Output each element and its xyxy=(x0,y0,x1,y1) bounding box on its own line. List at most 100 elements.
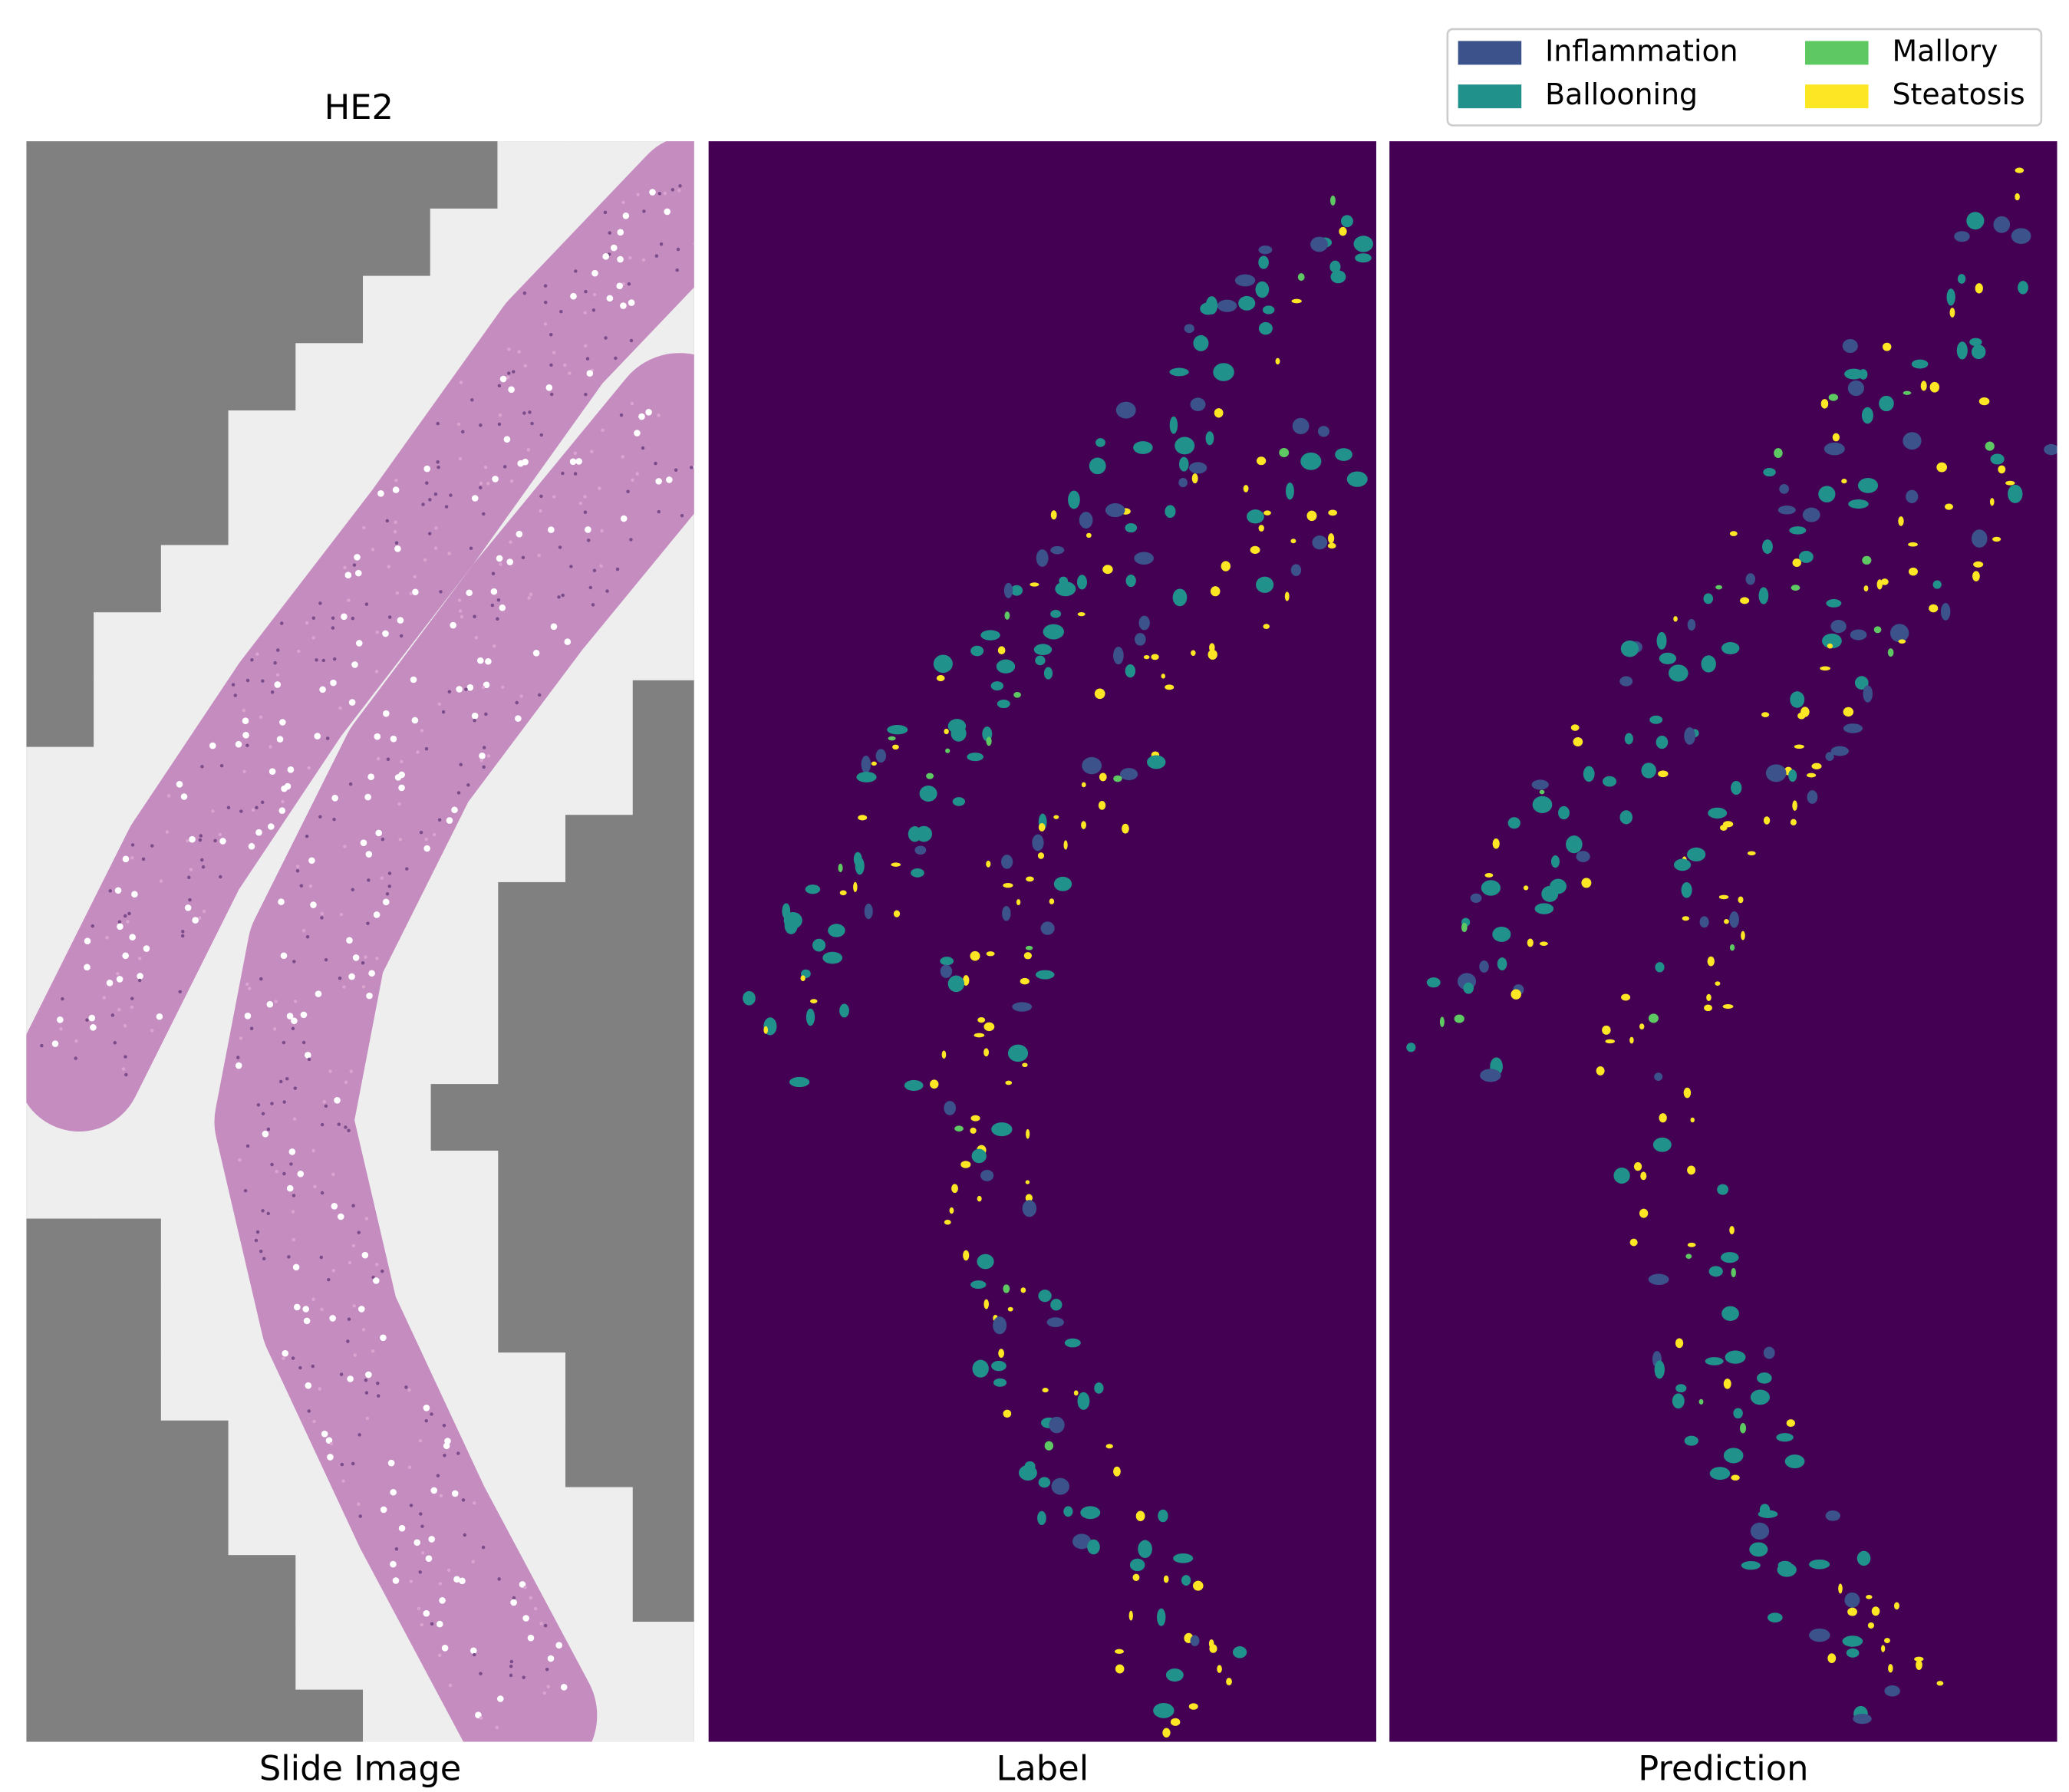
region xyxy=(1480,1069,1501,1082)
tissue-texture xyxy=(394,530,397,533)
region xyxy=(1868,1622,1874,1629)
region xyxy=(1862,407,1873,424)
region xyxy=(1659,653,1676,664)
region xyxy=(1130,1559,1145,1571)
region xyxy=(1024,952,1032,959)
tissue-texture xyxy=(439,1597,446,1604)
tissue-texture xyxy=(585,526,591,533)
region xyxy=(1625,733,1633,745)
region xyxy=(1973,562,1983,568)
tissue-texture xyxy=(332,1269,335,1272)
region xyxy=(1768,1612,1783,1622)
tissue-texture xyxy=(321,1431,328,1438)
region xyxy=(810,999,817,1003)
tissue-texture xyxy=(388,884,391,888)
tissue-texture xyxy=(353,954,360,961)
background-tile xyxy=(700,74,768,142)
region xyxy=(1936,463,1947,473)
region xyxy=(934,655,953,674)
tissue-texture xyxy=(657,510,661,513)
region xyxy=(1134,552,1154,564)
background-tile xyxy=(161,1285,229,1353)
tissue-texture xyxy=(203,910,206,913)
region xyxy=(2008,485,2022,503)
region xyxy=(1858,478,1878,493)
region xyxy=(2018,281,2028,294)
region xyxy=(1497,957,1507,970)
region xyxy=(871,762,877,766)
tissue-texture xyxy=(245,743,249,746)
region xyxy=(1032,834,1043,851)
tissue-texture xyxy=(366,993,373,1000)
tissue-texture xyxy=(115,887,122,894)
region xyxy=(1639,1023,1644,1029)
region xyxy=(1214,408,1224,417)
tissue-texture xyxy=(150,1029,153,1032)
tissue-texture xyxy=(359,1514,362,1517)
region xyxy=(1717,1184,1728,1195)
tissue-texture xyxy=(331,1173,334,1176)
tissue-texture xyxy=(423,1405,430,1412)
region xyxy=(1136,1511,1145,1521)
tissue-texture xyxy=(538,693,541,697)
tissue-texture xyxy=(338,977,341,980)
region xyxy=(1950,308,1955,318)
tissue-texture xyxy=(507,371,510,374)
region xyxy=(1571,724,1580,731)
region xyxy=(1729,1226,1735,1234)
tissue-texture xyxy=(310,901,317,908)
tissue-texture xyxy=(621,516,628,522)
region xyxy=(1866,1595,1872,1599)
region xyxy=(1912,360,1929,369)
region xyxy=(1921,380,1927,390)
tissue-texture xyxy=(440,1494,443,1497)
tissue-texture xyxy=(592,308,595,311)
region xyxy=(954,1125,964,1132)
region xyxy=(1884,1685,1899,1697)
tissue-texture xyxy=(522,411,525,414)
tissue-texture xyxy=(323,1100,326,1103)
tissue-texture xyxy=(269,745,272,748)
tissue-texture xyxy=(219,838,226,845)
tissue-texture xyxy=(623,212,630,219)
region xyxy=(1511,990,1521,1000)
tissue-texture xyxy=(690,466,693,469)
tissue-texture xyxy=(449,493,452,496)
tissue-texture xyxy=(181,934,184,937)
region xyxy=(1787,1419,1795,1427)
tissue-texture xyxy=(418,1570,421,1573)
region xyxy=(1709,1266,1723,1276)
tissue-texture xyxy=(238,1158,241,1161)
tissue-texture xyxy=(59,1027,62,1030)
tissue-texture xyxy=(354,1353,357,1356)
region xyxy=(2044,444,2058,455)
tissue-texture xyxy=(126,920,129,923)
tissue-texture xyxy=(328,1069,331,1072)
tissue-texture xyxy=(61,997,64,1000)
tissue-texture xyxy=(297,1171,304,1178)
region xyxy=(853,882,857,892)
tissue-texture xyxy=(321,1191,324,1194)
tissue-texture xyxy=(239,809,242,812)
tissue-texture xyxy=(138,979,141,982)
region xyxy=(2011,228,2031,244)
tissue-texture xyxy=(292,1194,295,1197)
region xyxy=(986,736,991,746)
tissue-texture xyxy=(340,1372,343,1375)
tissue-texture xyxy=(470,1647,477,1654)
region xyxy=(1440,1016,1445,1027)
region xyxy=(1758,1510,1778,1518)
region xyxy=(1827,644,1833,649)
tissue-texture xyxy=(550,393,553,396)
region xyxy=(942,1050,947,1059)
tissue-texture xyxy=(394,521,397,524)
tissue-texture xyxy=(620,302,627,309)
tissue-texture xyxy=(515,701,518,704)
tissue-texture xyxy=(124,1055,127,1058)
tissue-texture xyxy=(413,1539,420,1546)
region xyxy=(1147,755,1165,769)
tissue-texture xyxy=(367,878,370,881)
tissue-texture xyxy=(318,601,321,604)
legend-swatch xyxy=(1458,41,1522,64)
tissue-texture xyxy=(522,556,525,559)
